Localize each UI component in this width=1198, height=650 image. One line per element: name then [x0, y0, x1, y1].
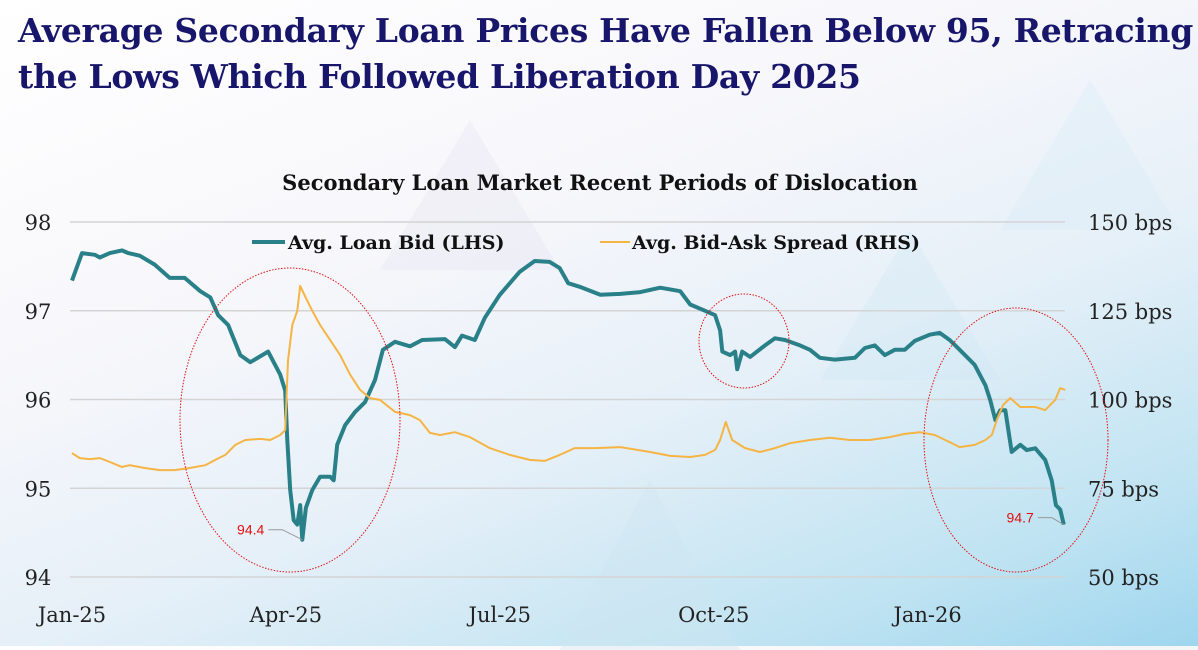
- background-shape: [820, 230, 1000, 380]
- x-tick-label: Jul-25: [467, 603, 531, 627]
- y-right-tick-label: 75 bps: [1088, 477, 1159, 501]
- y-left-tick-label: 96: [25, 389, 52, 413]
- annotation-leader-line: [268, 529, 303, 541]
- annotation-label: 94.4: [237, 522, 264, 538]
- chart-title: Secondary Loan Market Recent Periods of …: [282, 170, 918, 195]
- annotation-leader-line: [1037, 517, 1065, 526]
- annotation-label: 94.7: [1007, 510, 1034, 526]
- legend-label-spread: Avg. Bid-Ask Spread (RHS): [631, 232, 920, 254]
- y-left-tick-label: 95: [25, 477, 52, 501]
- background-shape: [380, 120, 560, 270]
- page-title: Average Secondary Loan Prices Have Falle…: [18, 11, 1194, 96]
- y-left-tick-label: 98: [25, 211, 52, 235]
- y-left-tick-label: 94: [25, 566, 52, 590]
- y-right-tick-label: 100 bps: [1088, 389, 1172, 413]
- background-shape: [1000, 80, 1180, 230]
- x-tick-label: Jan-25: [36, 603, 106, 627]
- loan-bid-series-line: [70, 248, 1066, 542]
- y-right-tick-label: 125 bps: [1088, 300, 1172, 324]
- x-tick-label: Oct-25: [678, 603, 749, 627]
- legend-label-loan-bid: Avg. Loan Bid (LHS): [287, 232, 505, 254]
- dislocation-circle-apr25: [179, 267, 401, 573]
- x-tick-label: Jan-26: [891, 603, 961, 627]
- y-left-tick-label: 97: [25, 300, 52, 324]
- spread-series-line: [71, 284, 1066, 472]
- y-right-tick-label: 150 bps: [1088, 211, 1172, 235]
- x-tick-label: Apr-25: [249, 603, 322, 627]
- y-right-tick-label: 50 bps: [1088, 566, 1159, 590]
- dislocation-circle-2026: [923, 307, 1109, 573]
- background-shape: [560, 480, 740, 650]
- dislocation-circle-oct25: [698, 293, 790, 389]
- legend: Avg. Loan Bid (LHS) Avg. Bid-Ask Spread …: [252, 232, 920, 254]
